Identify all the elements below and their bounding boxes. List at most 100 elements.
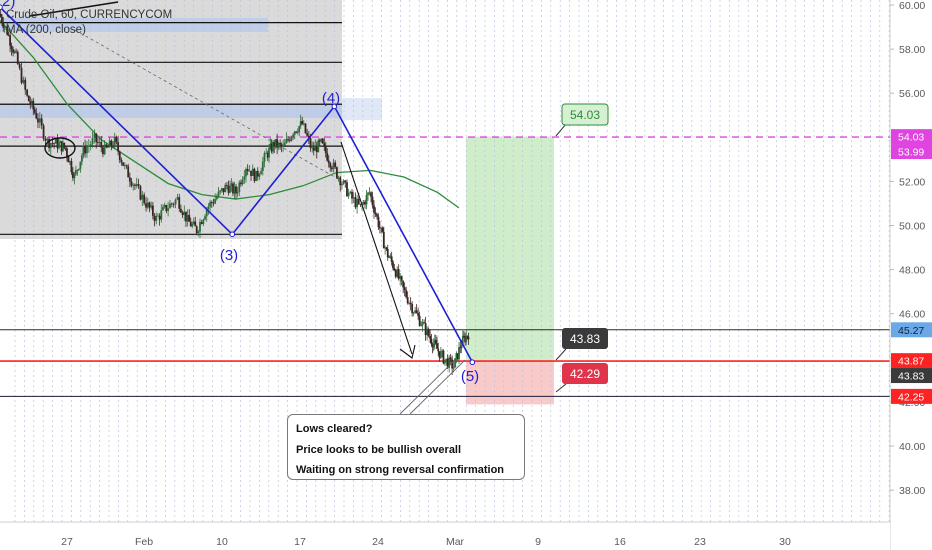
price-candle-body bbox=[66, 148, 68, 157]
price-candle-body bbox=[461, 335, 464, 346]
price-candle-body bbox=[13, 51, 16, 53]
price-candle-body bbox=[220, 188, 223, 191]
price-candle-body bbox=[432, 343, 435, 348]
price-candle-body bbox=[381, 227, 384, 232]
price-candle-body bbox=[272, 142, 274, 152]
price-candle-body bbox=[46, 138, 49, 141]
highlight-band-top bbox=[0, 18, 268, 32]
price-candle-body bbox=[266, 152, 269, 158]
price-candle-body bbox=[299, 121, 302, 127]
price-candle-body bbox=[191, 223, 194, 227]
price-candle-body bbox=[304, 123, 307, 134]
price-candle-body bbox=[205, 208, 208, 217]
price-candle-body bbox=[377, 216, 380, 228]
price-candle-body bbox=[226, 184, 228, 186]
price-candle-body bbox=[298, 126, 301, 133]
price-candle-body bbox=[87, 145, 90, 147]
price-candle-body bbox=[137, 184, 140, 187]
price-candle-body bbox=[346, 182, 348, 197]
price-candle-body bbox=[332, 162, 335, 170]
price-candle-body bbox=[189, 221, 192, 227]
price-candle-body bbox=[245, 169, 247, 177]
price-candle-body bbox=[4, 26, 7, 28]
target-flag[interactable] bbox=[561, 103, 609, 126]
price-badge-label: 53.99 bbox=[898, 147, 924, 159]
entry-flag[interactable] bbox=[562, 328, 608, 349]
price-candle-body bbox=[2, 22, 5, 28]
wave-label-4: (4) bbox=[322, 90, 340, 107]
target-flag-pointer bbox=[555, 123, 567, 137]
price-candle-body bbox=[3, 26, 6, 28]
price-candle-body bbox=[317, 140, 320, 153]
price-candle-body bbox=[125, 165, 128, 167]
stop-flag[interactable] bbox=[562, 363, 608, 384]
price-candle-body bbox=[324, 145, 327, 154]
price-layer bbox=[0, 10, 470, 376]
price-candle-body bbox=[170, 203, 173, 205]
price-candle-body bbox=[26, 89, 29, 96]
price-candle-body bbox=[449, 357, 452, 360]
price-candle-body bbox=[385, 247, 388, 249]
price-candle-body bbox=[321, 138, 324, 144]
time-tick-label: 16 bbox=[614, 536, 626, 548]
price-candle-body bbox=[386, 248, 389, 258]
price-candle-body bbox=[155, 215, 158, 221]
price-candle-body bbox=[204, 216, 206, 220]
price-candle-body bbox=[229, 185, 231, 193]
price-candle-body bbox=[255, 170, 257, 181]
price-candle-body bbox=[335, 167, 338, 178]
price-candle-body bbox=[460, 345, 463, 349]
price-candle-body bbox=[81, 155, 83, 162]
price-candle-body bbox=[378, 227, 381, 229]
price-axis-layer: 60.0058.0056.0054.0052.0050.0048.0046.00… bbox=[889, 0, 932, 550]
price-candle-body bbox=[342, 180, 345, 184]
price-candle-body bbox=[417, 313, 420, 316]
price-candle-body bbox=[183, 211, 186, 216]
price-candle-body bbox=[32, 100, 35, 110]
price-candle-body bbox=[389, 256, 392, 258]
wave-label-2: 2) bbox=[2, 0, 15, 10]
price-candle-body bbox=[86, 146, 88, 154]
entry-flag-label: 43.83 bbox=[570, 332, 600, 346]
price-candle-body bbox=[427, 328, 430, 336]
time-axis-layer: 27 Feb 10 17 24 Mar 9 16 23 30 bbox=[0, 521, 890, 550]
price-candle-body bbox=[279, 142, 282, 145]
price-candle-body bbox=[414, 310, 417, 313]
price-candle-body bbox=[82, 145, 85, 156]
price-candle-body bbox=[209, 202, 211, 207]
price-candle-body bbox=[463, 335, 465, 337]
price-candle-body bbox=[29, 101, 32, 105]
price-tick-label: 56.00 bbox=[899, 88, 925, 100]
price-candle-body bbox=[59, 141, 62, 143]
price-candle-body bbox=[382, 231, 385, 249]
price-candle-body bbox=[326, 153, 329, 161]
position-labels-layer: 54.03 43.83 42.29 bbox=[561, 103, 609, 384]
price-tick-label: 48.00 bbox=[899, 265, 925, 277]
price-tick-label: 38.00 bbox=[899, 485, 925, 497]
note-line-3: Waiting on strong reversal confirmation bbox=[296, 464, 505, 476]
price-candle-body bbox=[151, 205, 154, 216]
price-candle-body bbox=[163, 204, 166, 208]
wave-label-5: (5) bbox=[461, 368, 479, 385]
wave-point bbox=[229, 231, 236, 238]
stop-flag-label: 42.29 bbox=[570, 367, 600, 381]
price-candle-body bbox=[44, 138, 47, 141]
price-candle-body bbox=[89, 144, 92, 146]
symbol-title[interactable]: Crude Oil, 60, CURRENCYCOM bbox=[6, 9, 172, 21]
price-candle-body bbox=[364, 201, 366, 205]
price-candle-body bbox=[370, 192, 372, 197]
ma-indicator-label[interactable]: MA (200, close) bbox=[6, 24, 86, 36]
price-candle-body bbox=[64, 147, 67, 149]
price-candle-body bbox=[78, 168, 80, 170]
analysis-note[interactable]: Lows cleared? Price looks to be bullish … bbox=[287, 414, 525, 480]
time-tick-label: 17 bbox=[294, 536, 306, 548]
price-candle-body bbox=[439, 351, 442, 358]
price-candle-body bbox=[9, 35, 11, 46]
price-candle-body bbox=[442, 350, 445, 364]
note-line-2: Price looks to be bullish overall bbox=[296, 443, 462, 456]
entry-flag-pointer bbox=[555, 348, 567, 361]
price-candle-body bbox=[261, 161, 264, 171]
price-candle-body bbox=[441, 350, 444, 352]
price-candle-body bbox=[42, 125, 45, 139]
